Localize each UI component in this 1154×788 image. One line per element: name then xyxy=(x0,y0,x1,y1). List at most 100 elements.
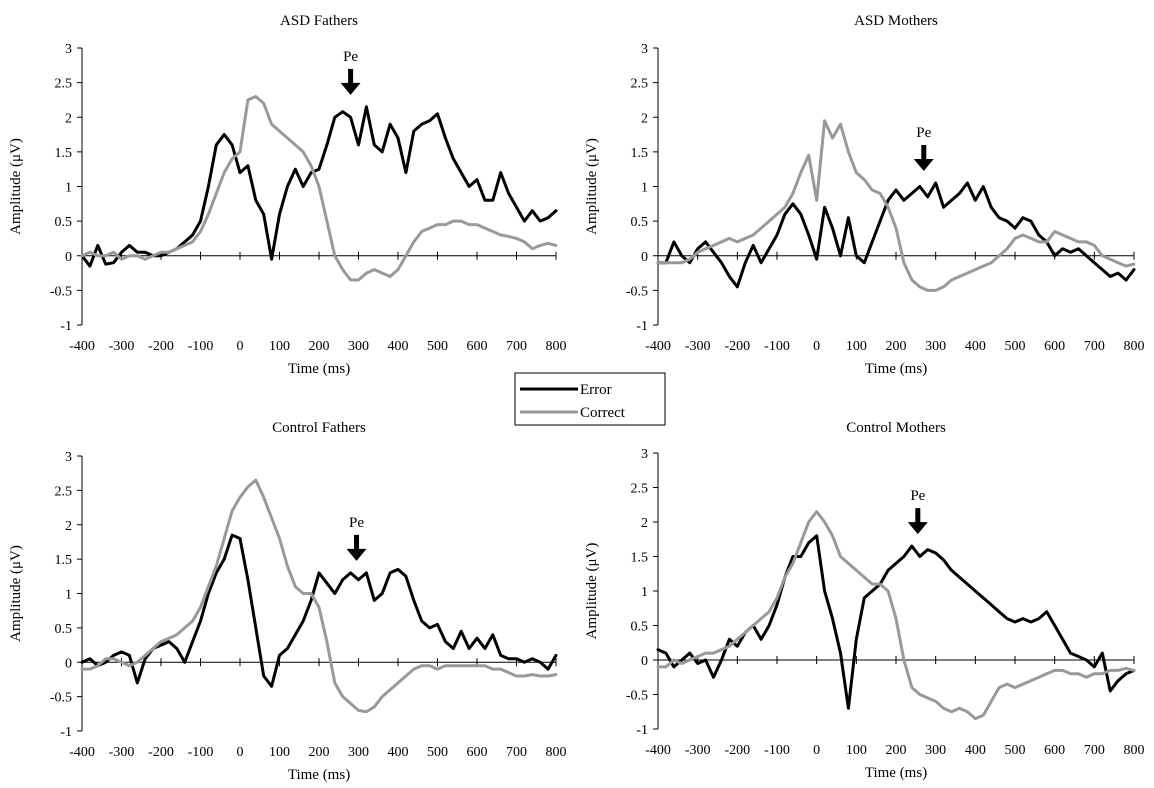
y-tick-label: -1 xyxy=(636,319,648,334)
y-tick-label: -0.5 xyxy=(50,284,72,299)
x-tick-label: 700 xyxy=(506,745,527,760)
y-tick-label: -1 xyxy=(60,319,72,334)
x-tick-label: 800 xyxy=(546,745,567,760)
series-line-correct xyxy=(80,478,558,714)
y-tick-label: 1.5 xyxy=(55,553,73,568)
legend-label-correct: Correct xyxy=(580,405,626,421)
x-tick-label: 600 xyxy=(1044,743,1065,758)
y-axis-label: Amplitude (μV) xyxy=(8,545,24,642)
x-tick-label: -100 xyxy=(764,743,790,758)
x-tick-label: 200 xyxy=(886,743,907,758)
pe-arrow-icon xyxy=(340,68,361,95)
y-tick-label: 2 xyxy=(641,111,648,126)
y-tick-label: 2.5 xyxy=(631,482,649,497)
y-tick-label: -0.5 xyxy=(50,691,72,706)
x-tick-label: 700 xyxy=(1084,743,1105,758)
y-tick-label: 2 xyxy=(65,519,72,534)
x-tick-label: 400 xyxy=(965,339,986,354)
y-axis-label: Amplitude (μV) xyxy=(584,138,600,235)
panel-asd-mothers: ASD Mothers -1 -0.5 0 0.5 1 1.5 2 2.5 3 -400 -300 -2… xyxy=(584,13,1145,377)
y-tick-label: -0.5 xyxy=(626,284,648,299)
x-tick-label: 100 xyxy=(846,339,867,354)
x-tick-label: 700 xyxy=(1084,339,1105,354)
x-tick-label: 400 xyxy=(965,743,986,758)
y-axis-label: Amplitude (μV) xyxy=(584,543,600,640)
x-tick-label: 100 xyxy=(269,339,290,354)
x-tick-label: 300 xyxy=(348,339,369,354)
x-axis-label: Time (ms) xyxy=(288,767,350,783)
y-tick-label: 1 xyxy=(65,181,72,196)
x-tick-label: -400 xyxy=(69,745,95,760)
pe-label: Pe xyxy=(916,125,931,141)
pe-arrow-icon xyxy=(346,534,367,561)
x-tick-label: 800 xyxy=(546,339,567,354)
x-tick-label: 0 xyxy=(813,743,820,758)
x-axis-label: Time (ms) xyxy=(865,361,927,377)
x-tick-label: 200 xyxy=(886,339,907,354)
x-tick-label: 500 xyxy=(427,745,448,760)
y-tick-label: 3 xyxy=(65,450,72,465)
series-line-error xyxy=(80,105,558,268)
x-tick-label: 400 xyxy=(388,745,409,760)
x-tick-label: 400 xyxy=(388,339,409,354)
y-axis-label: Amplitude (μV) xyxy=(8,138,24,235)
panel-title: ASD Mothers xyxy=(854,13,938,29)
y-tick-label: 2.5 xyxy=(55,77,73,92)
series-line-error xyxy=(656,534,1136,710)
x-tick-label: 0 xyxy=(813,339,820,354)
x-tick-label: -200 xyxy=(724,339,750,354)
x-tick-label: 100 xyxy=(846,743,867,758)
x-tick-label: 200 xyxy=(309,339,330,354)
x-tick-label: 500 xyxy=(427,339,448,354)
y-tick-label: 1 xyxy=(641,181,648,196)
x-tick-label: -200 xyxy=(148,745,174,760)
x-tick-label: 500 xyxy=(1005,743,1026,758)
series-line-correct xyxy=(80,95,558,282)
y-tick-label: 0 xyxy=(65,250,72,265)
x-tick-label: 600 xyxy=(467,339,488,354)
x-tick-label: 100 xyxy=(269,745,290,760)
legend: Error Correct xyxy=(514,372,666,426)
y-tick-label: 1.5 xyxy=(55,146,73,161)
x-tick-label: -300 xyxy=(109,745,135,760)
series-line-error xyxy=(80,533,558,688)
panel-control-fathers: Control Fathers -1 -0.5 0 0.5 1 1.5 2 2.5 3 -400 -3… xyxy=(8,420,567,783)
y-tick-label: 1.5 xyxy=(631,146,649,161)
pe-label: Pe xyxy=(343,49,358,65)
legend-label-error: Error xyxy=(580,382,612,398)
y-tick-label: -0.5 xyxy=(626,689,648,704)
x-tick-label: 500 xyxy=(1005,339,1026,354)
y-tick-label: 1 xyxy=(641,585,648,600)
x-tick-label: 800 xyxy=(1124,339,1145,354)
x-tick-label: -100 xyxy=(188,339,214,354)
pe-arrow-icon xyxy=(913,145,934,172)
x-axis-label: Time (ms) xyxy=(865,765,927,781)
y-tick-label: 0 xyxy=(641,654,648,669)
pe-arrow-icon xyxy=(907,508,928,535)
x-tick-label: 800 xyxy=(1124,743,1145,758)
y-tick-label: 2.5 xyxy=(631,77,649,92)
panel-title: Control Fathers xyxy=(272,420,366,436)
y-tick-label: -1 xyxy=(636,723,648,738)
panel-control-mothers: Control Mothers -1 -0.5 0 0.5 1 1.5 2 2.5 3 -400 -3… xyxy=(584,420,1145,781)
x-tick-label: 300 xyxy=(925,743,946,758)
x-tick-label: 200 xyxy=(309,745,330,760)
panel-asd-fathers: ASD Fathers -1 -0.5 0 0.5 1 1.5 2 2.5 3 -400 -300 -2… xyxy=(8,13,567,377)
x-tick-label: 0 xyxy=(237,339,244,354)
y-tick-label: 0.5 xyxy=(631,215,649,230)
y-tick-label: 0.5 xyxy=(55,215,73,230)
x-tick-label: -300 xyxy=(685,743,711,758)
x-tick-label: -100 xyxy=(764,339,790,354)
y-tick-label: 0.5 xyxy=(631,620,649,635)
y-tick-label: 1.5 xyxy=(631,551,649,566)
x-tick-label: 300 xyxy=(348,745,369,760)
series-line-correct xyxy=(656,119,1136,292)
y-tick-label: 0.5 xyxy=(55,622,73,637)
series-line-error xyxy=(656,181,1136,289)
pe-label: Pe xyxy=(910,488,925,504)
x-tick-label: 300 xyxy=(925,339,946,354)
x-tick-label: -200 xyxy=(724,743,750,758)
x-tick-label: -200 xyxy=(148,339,174,354)
x-tick-label: -400 xyxy=(645,339,671,354)
y-tick-label: 2 xyxy=(65,111,72,126)
